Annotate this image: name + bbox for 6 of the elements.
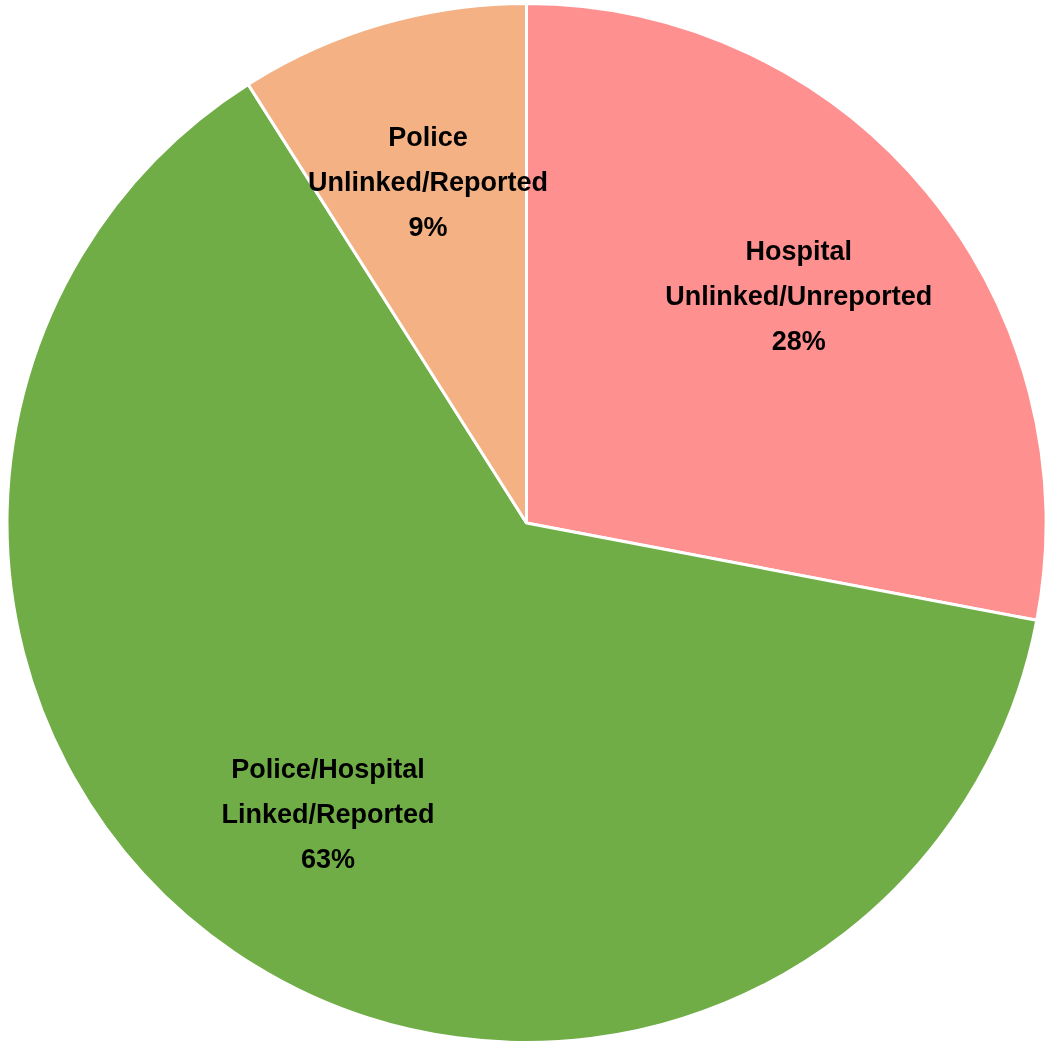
slice-label: Police/Hospital Linked/Reported xyxy=(221,753,435,829)
slice-label: Hospital Unlinked/Unreported xyxy=(665,236,933,312)
data-label: 63% xyxy=(300,843,355,874)
data-label: 28% xyxy=(771,326,826,357)
slice-label: Police Unlinked/Reported xyxy=(307,122,548,198)
data-label: 9% xyxy=(408,212,448,243)
